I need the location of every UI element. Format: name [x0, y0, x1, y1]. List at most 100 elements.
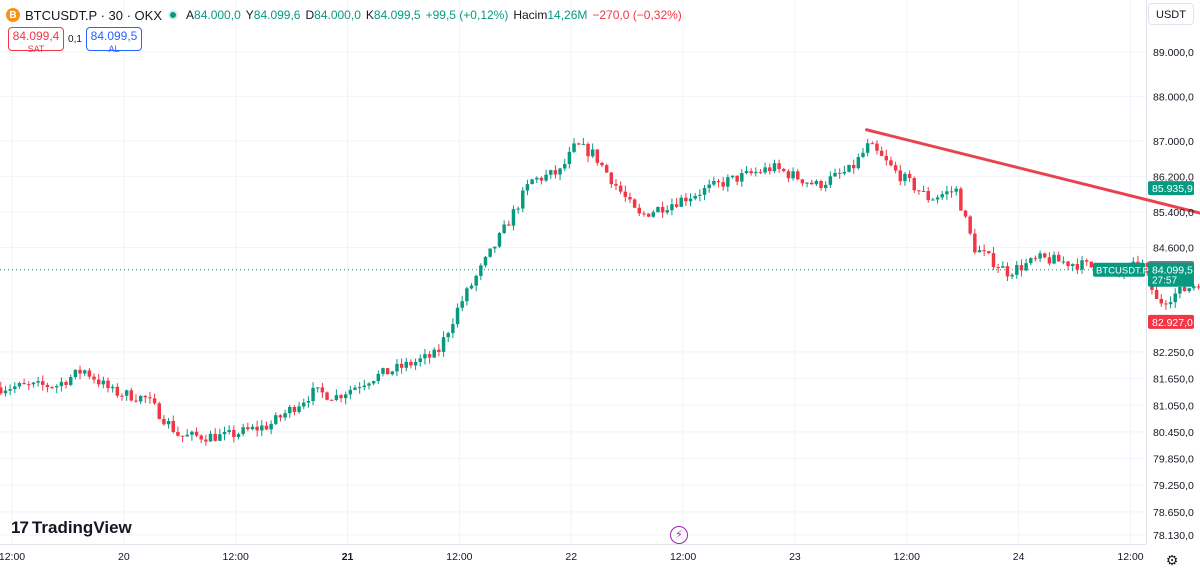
candle-body [1056, 254, 1061, 262]
candle-body [460, 301, 464, 308]
candle-body [1015, 265, 1019, 275]
symbol-title[interactable]: BTCUSDT.P · 30 · OKX [25, 7, 163, 23]
candle-body [940, 194, 944, 198]
price-label-box [1148, 314, 1194, 329]
trendline [865, 128, 1200, 215]
candle-body [553, 170, 558, 175]
candle-body [488, 248, 492, 257]
candle-body [1033, 258, 1038, 260]
candle-body [474, 275, 478, 286]
price-axis-label: 84.600,0 [1153, 243, 1194, 255]
candle-body [549, 170, 553, 175]
candle-body [241, 427, 245, 435]
candle-body [1052, 254, 1056, 264]
candle-body [1145, 262, 1150, 273]
currency-selector[interactable]: USDT [1148, 3, 1194, 25]
low-value: 84.000,0 [314, 8, 361, 22]
candle-body [367, 383, 371, 386]
buy-price: 84.099,5 [90, 29, 138, 43]
candle-body [73, 369, 78, 378]
candle-body [297, 406, 301, 412]
candle-body [805, 182, 809, 184]
candle-body [590, 149, 595, 157]
candle-body [618, 185, 623, 192]
candle-body [609, 172, 614, 185]
candle-body [511, 209, 516, 226]
candle-body [614, 184, 618, 186]
candle-body [772, 163, 777, 172]
candle-body [814, 181, 819, 185]
candle-body [96, 379, 101, 385]
candle-body [875, 143, 879, 151]
candle-body [991, 253, 996, 268]
candle-body [124, 390, 129, 396]
price-axis-label: 80.450,0 [1153, 427, 1194, 439]
candle-body [912, 178, 916, 191]
candle-body [269, 423, 273, 430]
candle-body [768, 167, 772, 172]
candle-body [959, 188, 963, 211]
candle-body [246, 427, 250, 430]
candle-body [516, 208, 520, 210]
candle-body [31, 382, 36, 385]
sell-button[interactable]: 84.099,4 SAT [8, 27, 64, 54]
candle-body [525, 184, 530, 191]
candle-body [842, 171, 847, 174]
candle-body [544, 174, 548, 181]
candle-body [311, 387, 315, 401]
candle-body [1043, 253, 1047, 258]
candle-body [581, 143, 586, 145]
candle-body [36, 381, 40, 383]
candle-body [735, 175, 739, 182]
candle-body [800, 179, 805, 184]
price-axis-label: 89.000,0 [1153, 47, 1194, 59]
price-label-box [1148, 181, 1194, 196]
time-axis-label: 20 [118, 551, 130, 563]
candle-body [698, 194, 702, 196]
candle-body [502, 224, 506, 234]
candle-body [227, 429, 231, 432]
candle-body [1061, 261, 1066, 263]
candle-body [796, 171, 800, 180]
candle-body [162, 418, 166, 425]
gear-icon[interactable]: ⚙ [1165, 552, 1179, 568]
candle-body [623, 191, 628, 197]
candle-body [306, 400, 311, 403]
candle-body [889, 160, 893, 166]
candle-body [59, 381, 64, 387]
volume-change: −270,0 (−0,32%) [592, 8, 682, 22]
candle-body [679, 197, 683, 207]
tradingview-logo[interactable]: 17 TradingView [11, 518, 132, 538]
candle-body [1080, 260, 1084, 270]
candle-body [726, 177, 730, 187]
candle-body [27, 384, 31, 386]
price-axis-label: 85.400,0 [1153, 207, 1194, 219]
candle-body [847, 164, 851, 172]
open-value: 84.000,0 [194, 8, 241, 22]
candle-body [651, 212, 656, 217]
candle-body [437, 349, 441, 352]
candle-body [973, 233, 977, 253]
candle-body [945, 191, 949, 195]
bitcoin-icon: B [6, 8, 20, 22]
price-axis-label: 78.650,0 [1153, 507, 1194, 519]
buy-button[interactable]: 84.099,5 AL [86, 27, 142, 54]
candle-body [390, 371, 395, 375]
candle-body [302, 402, 306, 407]
candle-body [595, 149, 600, 163]
candle-body [325, 392, 329, 400]
candle-body [92, 376, 96, 380]
candle-body [744, 171, 749, 174]
spread-value: 0,1 [68, 34, 82, 45]
candle-body [194, 431, 199, 436]
candle-body [754, 172, 758, 174]
candle-body [791, 171, 795, 179]
lightning-icon[interactable]: ⚡ [670, 526, 688, 544]
candle-body [115, 386, 120, 396]
candle-body [208, 433, 213, 442]
candle-body [395, 363, 399, 372]
price-axis-label: 79.250,0 [1153, 480, 1194, 492]
price-axis-label: 87.000,0 [1153, 136, 1194, 148]
